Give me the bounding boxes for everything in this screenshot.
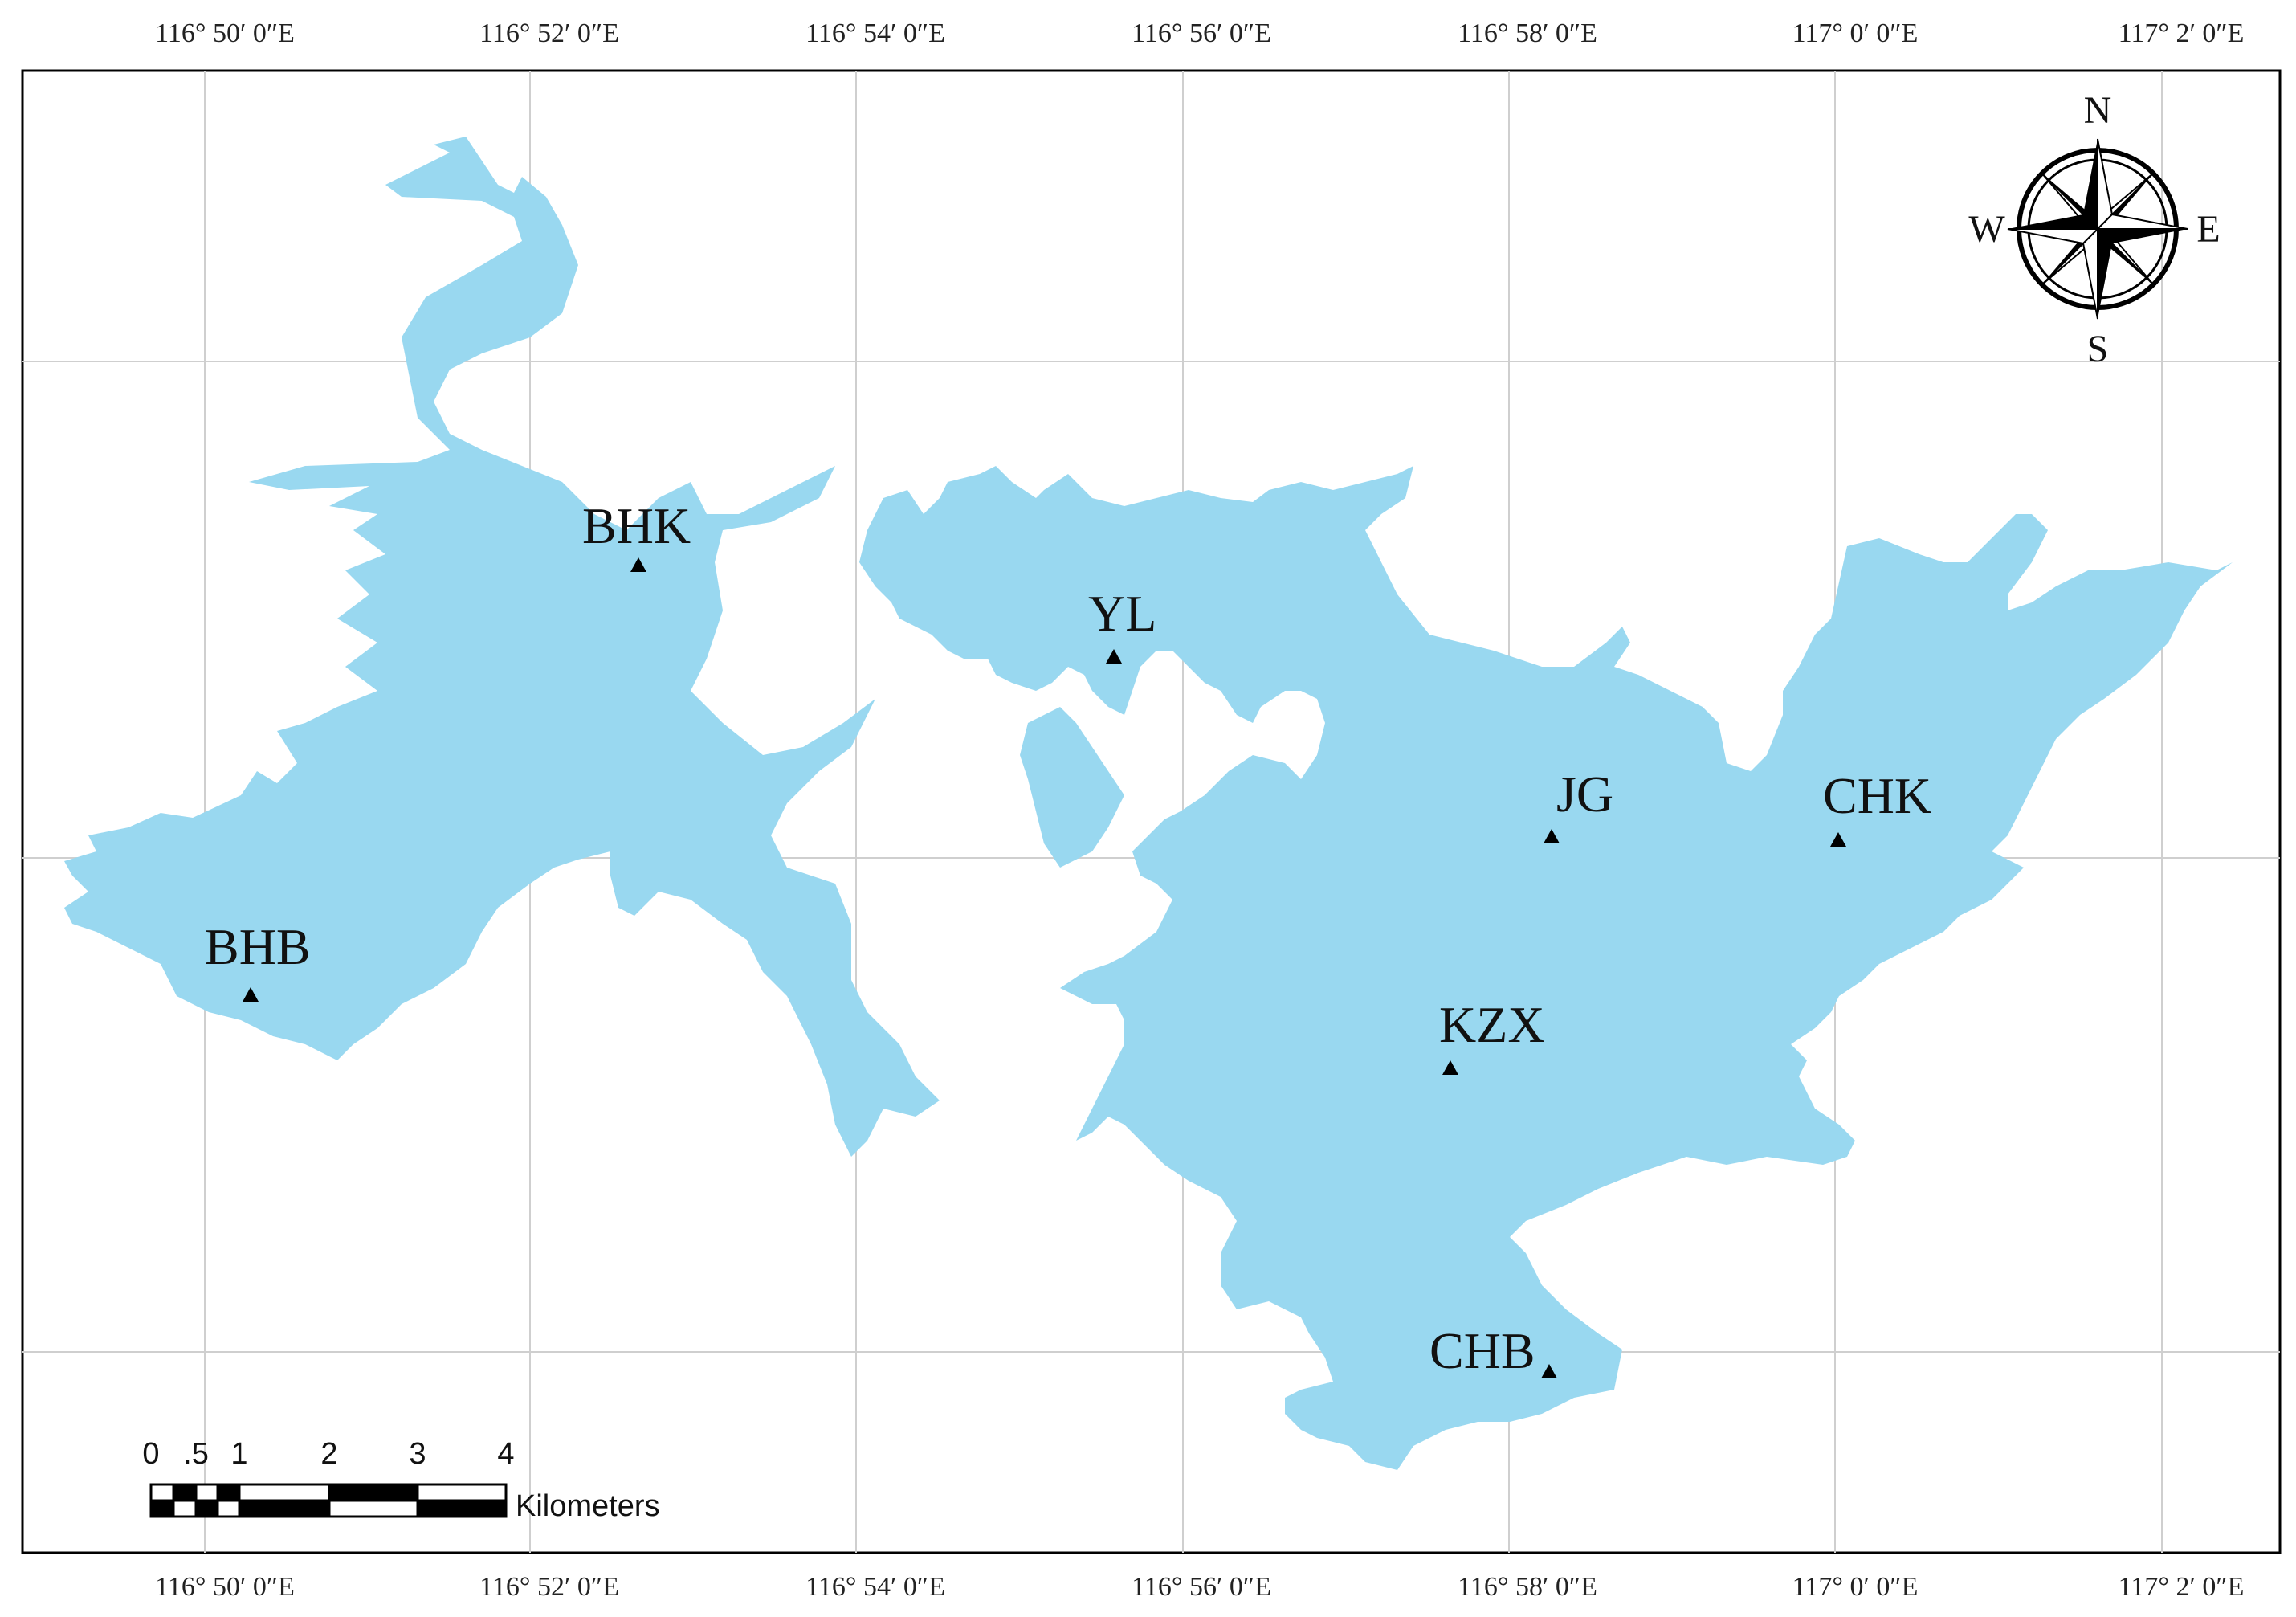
station-label: YL [1088,585,1156,642]
scale-tick-label: 0 [142,1437,159,1471]
water-channel-connector [1020,707,1124,868]
top-longitude-labels: 116° 50′ 0″E 116° 52′ 0″E 116° 54′ 0″E 1… [155,18,2244,48]
station-label: CHB [1429,1322,1535,1379]
top-lon-label-5: 116° 58′ 0″E [1458,18,1597,48]
bottom-lon-label-2: 116° 52′ 0″E [479,1572,619,1602]
top-lon-label-6: 117° 0′ 0″E [1792,18,1919,48]
water-middle-lobe [859,466,2233,1470]
compass-west-label: W [1968,208,2005,251]
station-marker-icon [1106,649,1122,664]
bottom-lon-label-3: 116° 54′ 0″E [805,1572,945,1602]
scale-seg [149,1483,175,1502]
scale-seg [328,1483,419,1502]
scale-tick-label: 4 [497,1437,514,1471]
compass-north-label: N [2084,89,2112,132]
scale-tick-label: 1 [230,1437,247,1471]
station-label: BHK [582,497,691,554]
bottom-lon-label-6: 117° 0′ 0″E [1792,1572,1919,1602]
compass-east-label: E [2196,208,2220,251]
station-marker-icon [1541,1364,1557,1378]
station-chb: CHB [1429,1322,1557,1379]
scale-seg [238,1483,331,1502]
compass-south-label: S [2087,328,2109,370]
scale-seg [238,1499,331,1518]
scale-seg [216,1499,241,1518]
water-west-basin [64,137,940,1157]
scale-tick-label: 3 [409,1437,426,1471]
scale-seg [149,1499,175,1518]
station-jg: JG [1544,766,1613,843]
bottom-lon-label-4: 116° 56′ 0″E [1132,1572,1271,1602]
bottom-lon-label-1: 116° 50′ 0″E [155,1572,295,1602]
scale-unit-label: Kilometers [516,1489,660,1523]
station-bhk: BHK [582,497,691,572]
station-marker-icon [1544,829,1560,843]
compass-point-s [2098,229,2112,319]
top-lon-label-4: 116° 56′ 0″E [1132,18,1271,48]
scale-seg [416,1499,508,1518]
bottom-longitude-labels: 116° 50′ 0″E 116° 52′ 0″E 116° 54′ 0″E 1… [155,1572,2244,1602]
station-label: BHB [205,918,311,975]
scale-seg [416,1483,508,1502]
station-marker-icon [630,557,646,572]
station-marker-icon [1830,832,1846,847]
reservoir-water [64,137,2233,1470]
compass-point-e-dark [2098,229,2188,243]
top-lon-label-3: 116° 54′ 0″E [805,18,945,48]
top-lon-label-7: 117° 2′ 0″E [2119,18,2245,48]
top-lon-label-1: 116° 50′ 0″E [155,18,295,48]
scale-bar: 0 .5 1 2 3 4 Kilometers [142,1437,659,1523]
station-yl: YL [1088,585,1156,664]
station-kzx: KZX [1439,996,1545,1075]
compass-point-n [2083,139,2098,229]
scale-seg [172,1483,198,1502]
station-marker-icon [243,987,259,1002]
scale-seg [194,1483,219,1502]
compass-rose-icon: N S E W [1968,89,2220,370]
station-label: KZX [1439,996,1545,1053]
scale-seg [194,1499,219,1518]
scale-seg [172,1499,198,1518]
top-lon-label-2: 116° 52′ 0″E [479,18,619,48]
station-label: CHK [1823,767,1931,824]
compass-point-w-dark [2008,214,2098,229]
stations: BHK YL JG CHK BHB KZX CHB [205,497,1931,1379]
bottom-lon-label-7: 117° 2′ 0″E [2119,1572,2245,1602]
scale-tick-label: .5 [183,1437,209,1471]
scale-seg [216,1483,241,1502]
bottom-lon-label-5: 116° 58′ 0″E [1458,1572,1597,1602]
station-chk: CHK [1823,767,1931,847]
station-marker-icon [1442,1060,1458,1075]
station-label: JG [1556,766,1613,823]
scale-tick-label: 2 [320,1437,337,1471]
scale-seg [328,1499,419,1518]
station-bhb: BHB [205,918,311,1002]
